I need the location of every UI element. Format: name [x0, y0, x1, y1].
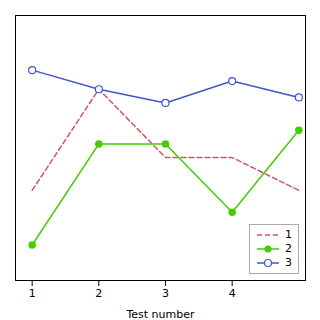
html-text:3: 3 [285, 256, 292, 269]
svg-text:Test number: Test number [125, 308, 195, 320]
svg-text:1: 1 [29, 287, 36, 300]
svg-text:3: 3 [162, 287, 169, 300]
svg-text:2: 2 [95, 287, 102, 300]
html-text:2: 2 [285, 242, 292, 255]
html-text:1: 1 [285, 228, 292, 241]
svg-text:4: 4 [229, 287, 236, 300]
